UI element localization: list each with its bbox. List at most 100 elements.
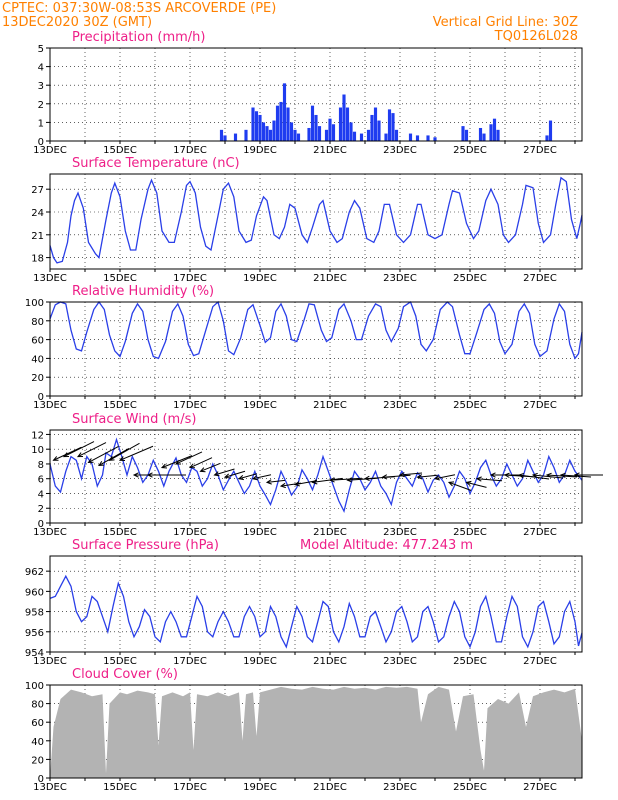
x-tick-label: 15DEC (103, 273, 137, 284)
wind-arrow-head (573, 472, 580, 478)
precip-bar (314, 114, 318, 141)
wind-arrow-shaft (200, 462, 221, 472)
wind-arrow-head (188, 463, 196, 469)
x-tick-label: 13DEC (33, 527, 67, 538)
precip-bar (426, 135, 430, 141)
precip-bar (272, 120, 276, 141)
wind-arrow-head (237, 475, 244, 481)
precip-bar (324, 129, 329, 141)
header: CPTEC: 037:30W-08:53S ARCOVERDE (PE) 13D… (0, 0, 618, 44)
precip-bar (461, 126, 465, 141)
wind-arrow-shaft (119, 445, 154, 461)
station-title: CPTEC: 037:30W-08:53S ARCOVERDE (PE) (2, 1, 277, 16)
x-tick-label: 25DEC (453, 782, 487, 793)
x-tick-label: 25DEC (453, 145, 487, 156)
precip-bar (223, 135, 227, 141)
panel-title: Cloud Cover (%) (72, 667, 178, 682)
precip-bar (268, 129, 273, 141)
wind-arrow-head (223, 473, 230, 479)
precip-bar (482, 133, 486, 141)
wind-arrow-head (545, 472, 552, 478)
x-tick-label: 27DEC (523, 400, 557, 411)
precip-bar (275, 105, 280, 141)
x-tick-label: 27DEC (523, 527, 557, 538)
y-tick-label: 954 (25, 648, 44, 659)
precip-bar (289, 122, 294, 141)
wind-arrow-head (132, 472, 139, 478)
wind-arrow-head (146, 472, 153, 478)
panel-frame (49, 429, 583, 524)
y-tick-label: 2 (38, 100, 44, 111)
wind-arrow-head (213, 471, 220, 477)
wind-arrow-shaft (476, 478, 503, 482)
precip-bar (492, 118, 497, 141)
precip-bar (387, 109, 392, 141)
wind-arrow-shaft (532, 474, 564, 479)
precip-bar (545, 135, 549, 141)
y-tick-label: 18 (31, 254, 44, 265)
panel-title: Precipitation (mm/h) (72, 30, 205, 45)
wind-arrow-shaft (175, 451, 203, 465)
precip-bar (286, 107, 290, 141)
wind-arrow-shaft (224, 470, 246, 478)
y-tick-label: 80 (31, 700, 44, 711)
x-tick-label: 19DEC (243, 145, 277, 156)
wind-arrow-head (118, 456, 126, 461)
precip-bar (415, 135, 420, 141)
x-tick-label: 19DEC (243, 527, 277, 538)
wind-arrow-shaft (399, 472, 423, 476)
series-line (49, 176, 583, 264)
wind-arrow-head (489, 472, 496, 478)
precip-bar (373, 107, 378, 141)
x-tick-label: 15DEC (103, 782, 137, 793)
cloud-cover-area (50, 686, 582, 778)
series-line (49, 300, 583, 360)
x-tick-label: 19DEC (243, 273, 277, 284)
x-tick-label: 19DEC (243, 400, 277, 411)
wind-arrow-shaft (312, 477, 343, 483)
y-tick-label: 60 (31, 718, 44, 729)
wind-arrow-shaft (189, 457, 213, 469)
precip-bar (310, 105, 315, 141)
precip-bar (370, 114, 374, 141)
wind-arrow-head (328, 477, 335, 483)
x-tick-label: 23DEC (383, 400, 417, 411)
precip-bar (394, 129, 399, 141)
y-tick-label: 4 (38, 489, 44, 500)
y-tick-label: 100 (25, 298, 44, 309)
y-tick-label: 24 (31, 208, 44, 219)
panel-title: Surface Wind (m/s) (72, 412, 196, 427)
y-tick-label: 3 (38, 81, 44, 92)
precip-bar (478, 127, 483, 141)
wind-arrow-head (62, 452, 70, 458)
x-tick-label: 23DEC (383, 145, 417, 156)
wind-arrow-head (251, 475, 259, 481)
panel-title: Surface Pressure (hPa) (72, 538, 219, 553)
precip-bar (261, 122, 266, 141)
y-tick-label: 40 (31, 737, 44, 748)
precip-bar (391, 113, 395, 141)
panel-frame (49, 47, 583, 142)
x-tick-label: 21DEC (313, 145, 347, 156)
wind-arrow-head (475, 476, 482, 482)
wind-arrow-shaft (417, 474, 438, 478)
x-tick-label: 25DEC (453, 656, 487, 667)
precip-bar (307, 127, 311, 141)
model-id: TQ0126L028 (494, 29, 578, 44)
x-tick-label: 17DEC (173, 656, 207, 667)
panel-frame (49, 555, 583, 653)
y-tick-label: 4 (38, 63, 44, 74)
precip-bar (282, 83, 287, 141)
x-tick-label: 23DEC (383, 656, 417, 667)
wind-arrow-shaft (98, 447, 130, 466)
wind-arrow-shaft (252, 474, 272, 480)
x-tick-label: 21DEC (313, 656, 347, 667)
x-tick-label: 15DEC (103, 656, 137, 667)
wind-arrow-head (517, 473, 524, 479)
precip-bar (258, 114, 262, 141)
y-tick-label: 956 (25, 628, 44, 639)
wind-arrow-head (416, 474, 423, 480)
x-tick-label: 27DEC (523, 273, 557, 284)
y-tick-label: 40 (31, 354, 44, 365)
